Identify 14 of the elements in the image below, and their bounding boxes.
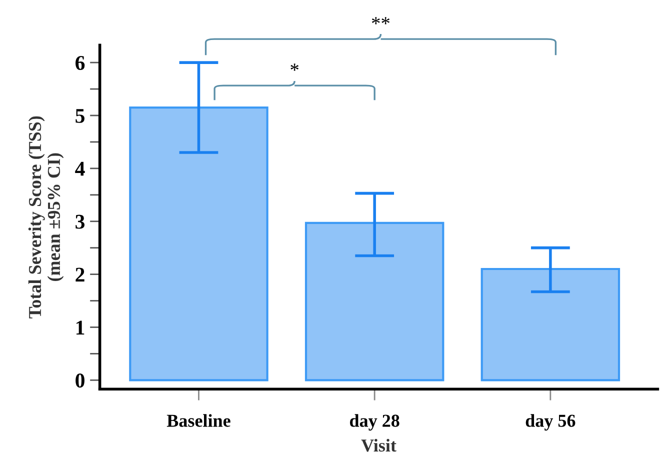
y-tick-label: 6 (76, 56, 85, 70)
x-tick-label: day 28 (350, 414, 400, 431)
annotation: * (290, 64, 298, 71)
y-tick-label: 5 (76, 109, 84, 123)
y-tick-label: 0 (76, 374, 84, 388)
y-axis-title: Total Severity Score (TSS) (mean ±95% CI) (28, 116, 64, 318)
y-tick-label: 1 (76, 320, 84, 334)
y-tick-label: 3 (76, 214, 85, 229)
x-axis-title: Visit (361, 438, 396, 452)
x-tick-label: Baseline (166, 414, 230, 427)
y-tick-label: 4 (75, 162, 85, 176)
x-tick-label: day 56 (526, 414, 576, 431)
text: ** (372, 17, 390, 24)
y-tick-label: 2 (76, 268, 84, 282)
